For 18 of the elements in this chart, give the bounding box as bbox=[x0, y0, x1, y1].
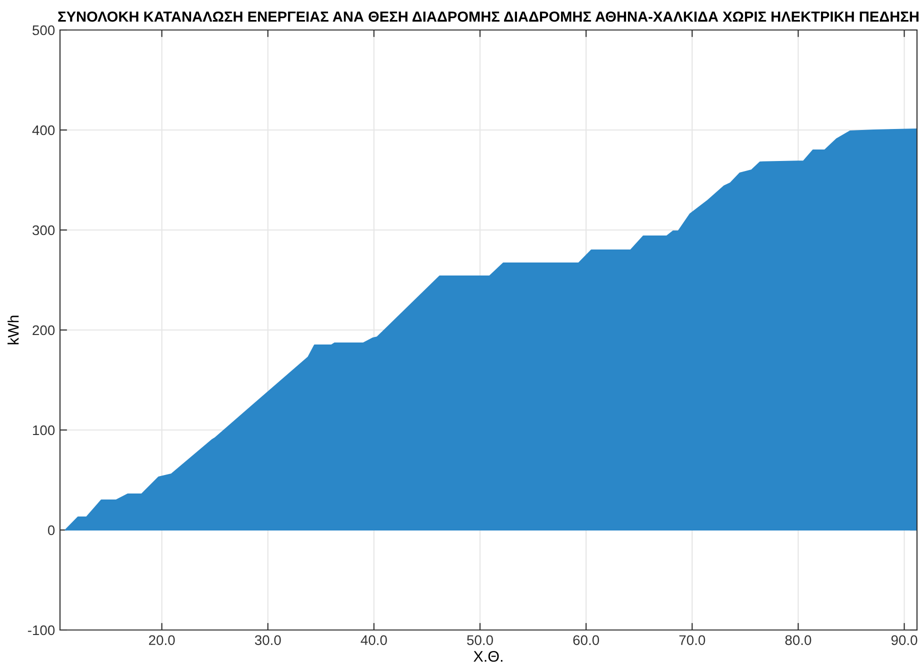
x-tick-label: 40.0 bbox=[360, 635, 387, 646]
y-tick-label: 0 bbox=[48, 525, 55, 536]
y-tick-label: 500 bbox=[32, 25, 55, 36]
y-tick-label: 100 bbox=[33, 425, 55, 436]
y-tick-label: 400 bbox=[32, 125, 55, 136]
x-tick-label: 30.0 bbox=[254, 635, 281, 646]
y-tick-label: 200 bbox=[32, 325, 55, 336]
x-tick-label: 20.0 bbox=[149, 635, 175, 646]
x-axis-title: Χ.Θ. bbox=[474, 650, 502, 662]
chart-title: ΣΥΝΟΛΟΚΗ ΚΑΤΑΝΑΛΩΣΗ ΕΝΕΡΓΕΙΑΣ ΑΝΑ ΘΕΣΗ ΔΙΑΔΡΟΜΗΣ ΔΙΑΔΡΟΜΗΣ ΑΘΗΝΑ-ΧΑΛΚΙΔΑ ΧΩΡΙΣ ΗΛΕΚΤΡΙΚΗ ΠΕΔΗΣΗ bbox=[58, 11, 918, 22]
y-axis-title: kWh bbox=[8, 316, 19, 344]
x-tick-label: 90.0 bbox=[891, 635, 918, 646]
x-tick-label: 60.0 bbox=[573, 635, 600, 646]
x-tick-label: 50.0 bbox=[467, 635, 493, 646]
y-tick-label: 300 bbox=[32, 225, 55, 236]
x-tick-label: 80.0 bbox=[785, 635, 812, 646]
x-tick-label: 70.0 bbox=[679, 635, 706, 646]
y-tick-label: -100 bbox=[28, 625, 55, 636]
